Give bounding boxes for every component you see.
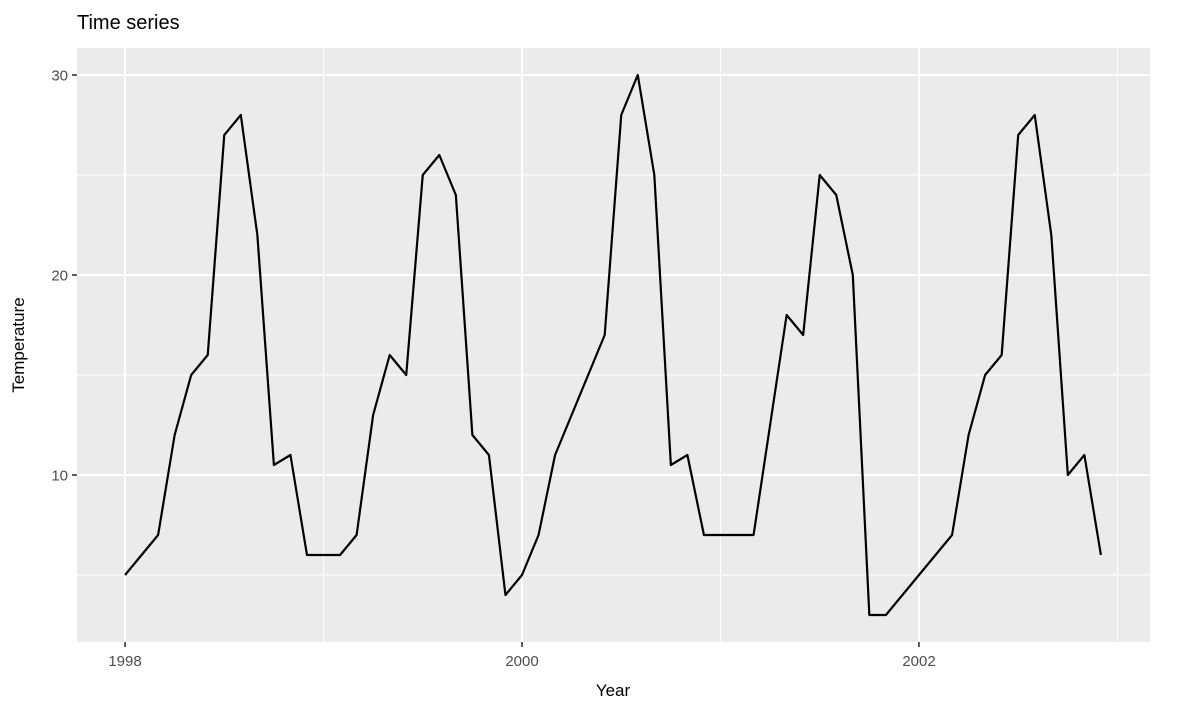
grid-minor (77, 48, 1150, 642)
x-tick-label-0: 1998 (108, 653, 141, 670)
x-axis-title: Year (596, 681, 631, 700)
axis-tick-marks (72, 74, 920, 647)
data-line (124, 73, 1102, 617)
y-tick-label-1: 20 (51, 268, 68, 285)
y-tick-label-2: 30 (51, 68, 68, 85)
grid-major (77, 48, 1150, 642)
plot-title: Time series (77, 12, 180, 34)
x-tick-label-2: 2002 (902, 653, 935, 670)
plot-panel (77, 48, 1150, 642)
y-tick-label-0: 10 (51, 468, 68, 485)
x-tick-label-1: 2000 (505, 653, 538, 670)
y-axis-title: Temperature (9, 297, 28, 392)
